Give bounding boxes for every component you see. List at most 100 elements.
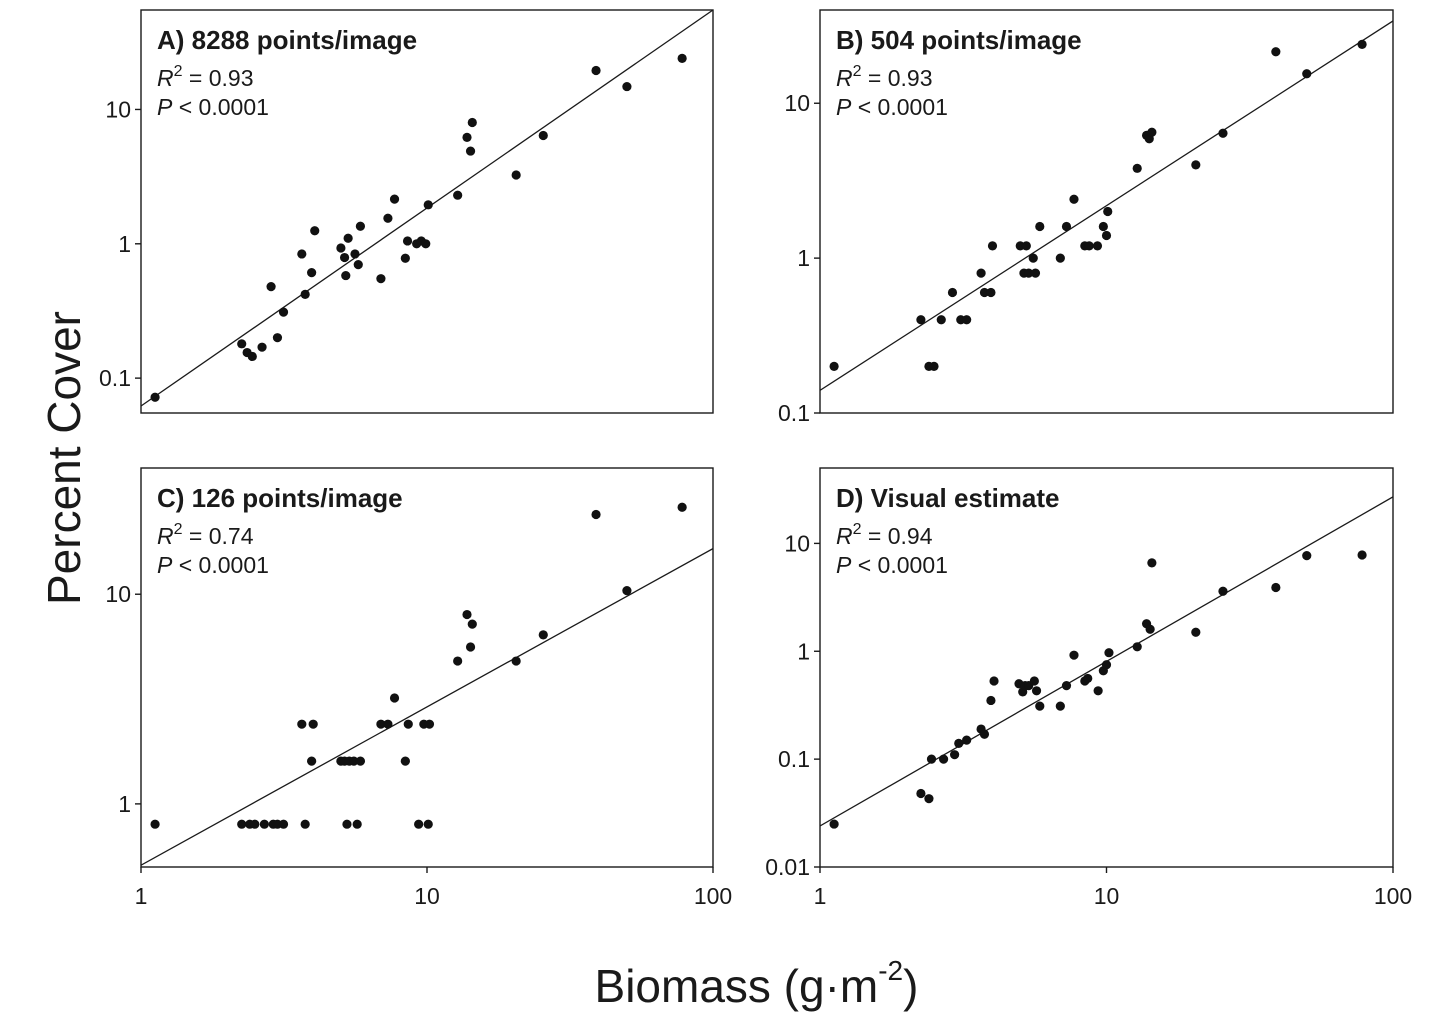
p-value-symbol: P — [836, 94, 852, 120]
data-point — [423, 819, 433, 829]
p-value-value: < 0.0001 — [851, 94, 948, 120]
r-squared-stat: R2 = 0.74 — [157, 521, 254, 549]
p-value-symbol: P — [836, 552, 852, 578]
x-axis-title-main: Biomass (g·m — [594, 960, 879, 1012]
data-point — [1104, 648, 1114, 658]
p-value-stat: P < 0.0001 — [157, 552, 269, 578]
data-point — [400, 253, 410, 263]
p-value-symbol: P — [157, 94, 173, 120]
r-squared-exponent: 2 — [174, 521, 183, 538]
y-tick-label: 10 — [105, 581, 131, 607]
data-point — [976, 268, 986, 278]
data-point — [307, 268, 317, 278]
data-point — [307, 756, 317, 766]
r-squared-exponent: 2 — [174, 63, 183, 80]
panel-title: A) 8288 points/image — [157, 25, 417, 55]
data-point — [237, 339, 247, 349]
data-point — [979, 729, 990, 739]
y-tick-label: 10 — [784, 530, 810, 556]
data-point — [926, 754, 937, 764]
p-value-stat: P < 0.0001 — [157, 94, 269, 120]
y-tick-label: 0.01 — [765, 854, 810, 880]
data-point — [677, 502, 687, 512]
data-point — [1030, 268, 1041, 278]
data-point — [1084, 241, 1094, 251]
p-value-value: < 0.0001 — [172, 552, 269, 578]
data-point — [247, 351, 257, 362]
data-point — [1069, 650, 1079, 660]
p-value-stat: P < 0.0001 — [836, 552, 948, 578]
data-point — [278, 307, 289, 317]
data-point — [376, 719, 386, 729]
data-point — [622, 81, 632, 92]
x-tick-label: 10 — [414, 883, 440, 909]
regression-line — [820, 20, 1393, 391]
x-tick-label: 1 — [814, 883, 827, 909]
panel-title: D) Visual estimate — [836, 483, 1060, 513]
r-squared-exponent: 2 — [853, 63, 862, 80]
y-tick-label: 1 — [797, 638, 810, 664]
data-point — [297, 719, 307, 729]
r-squared-stat: R2 = 0.93 — [836, 63, 933, 91]
data-point — [1024, 268, 1034, 278]
panel-c: 1 10 1 10 100 C) 126 points/image R2 = 0.74 P <… — [105, 467, 732, 909]
data-point — [266, 282, 276, 292]
data-point — [310, 226, 320, 236]
plot-frame — [819, 9, 1394, 414]
data-point — [936, 315, 946, 325]
plot-frame — [140, 9, 714, 414]
data-point — [339, 252, 350, 263]
x-tick-label: 100 — [694, 883, 732, 909]
data-point — [389, 693, 400, 703]
data-point — [1357, 550, 1367, 560]
data-point — [829, 361, 839, 371]
panel-d: 0.01 0.1 1 10 1 10 100 D) Visual estimate R2 = 0… — [765, 467, 1412, 909]
data-point — [950, 750, 960, 760]
data-point — [1029, 676, 1039, 686]
data-point — [1271, 582, 1281, 593]
data-point — [300, 819, 310, 829]
data-point — [986, 287, 996, 298]
y-tick-label: 10 — [784, 90, 810, 116]
data-point — [336, 243, 346, 253]
x-axis-title-close: ) — [903, 960, 919, 1012]
data-point — [1218, 586, 1228, 596]
data-point — [938, 754, 949, 764]
data-point — [453, 656, 463, 666]
data-point — [1357, 39, 1367, 49]
data-point — [150, 392, 160, 402]
data-point — [389, 194, 400, 204]
data-point — [1035, 221, 1045, 232]
data-point — [1271, 47, 1281, 57]
data-point — [342, 819, 352, 829]
data-point — [1302, 69, 1312, 79]
data-point — [1061, 681, 1072, 691]
data-point — [250, 819, 260, 829]
p-value-value: < 0.0001 — [172, 94, 269, 120]
data-point — [297, 249, 307, 259]
data-point — [1035, 701, 1045, 711]
data-point — [352, 819, 362, 829]
data-point — [962, 735, 972, 745]
data-point — [538, 130, 548, 141]
data-point — [916, 315, 926, 325]
data-point — [376, 274, 386, 284]
data-point — [272, 333, 283, 343]
data-point — [591, 509, 601, 520]
data-point — [511, 656, 521, 666]
data-point — [462, 132, 472, 142]
data-point — [1028, 253, 1038, 263]
data-point — [467, 619, 477, 629]
data-point — [591, 65, 601, 76]
panel-a: 0.1 1 10 A) 8288 points/image R2 = 0.93 P < 0… — [99, 9, 714, 414]
data-point — [511, 170, 521, 180]
regression-line — [141, 548, 713, 866]
r-squared-value: = 0.74 — [183, 523, 254, 549]
data-point — [467, 117, 477, 128]
y-tick-label: 10 — [105, 96, 131, 122]
data-point — [1191, 160, 1201, 170]
data-point — [1092, 241, 1103, 251]
r-squared-symbol: R — [157, 65, 174, 91]
data-point — [353, 259, 363, 270]
data-point — [829, 819, 839, 829]
